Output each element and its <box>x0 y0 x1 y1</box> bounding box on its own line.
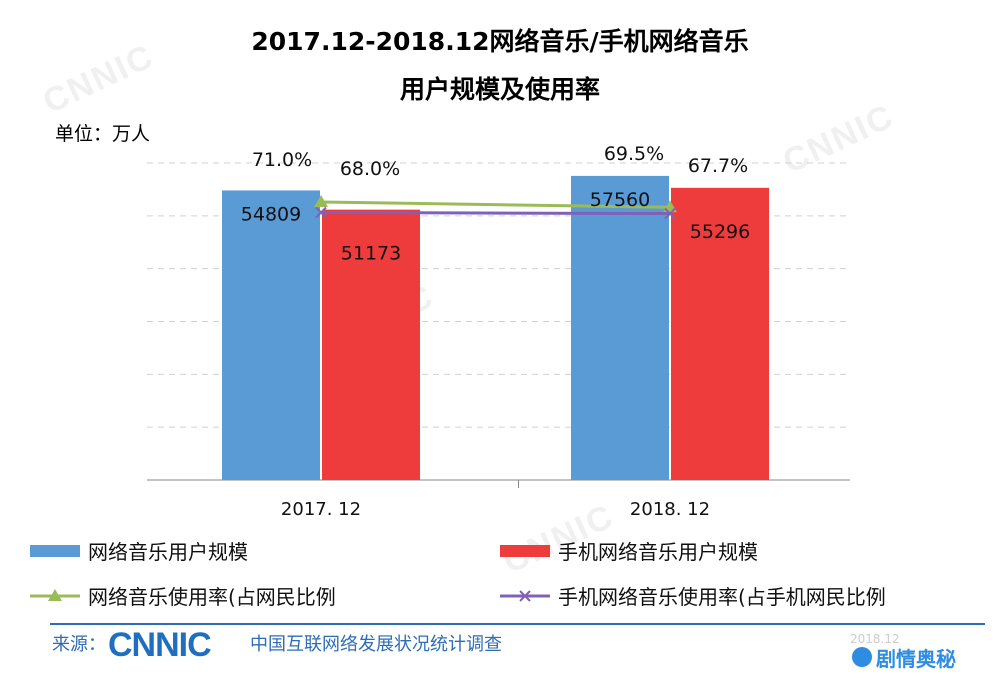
legend-label: 网络音乐用户规模 <box>88 540 248 564</box>
rate-line <box>320 200 671 209</box>
rate-label: 67.7% <box>688 155 748 177</box>
legend-swatch <box>500 545 550 557</box>
unit-label: 单位：万人 <box>55 123 150 145</box>
x-tick-label: 2018. 12 <box>630 499 710 520</box>
bar-value-label: 57560 <box>590 189 650 211</box>
badge-text: 剧情奥秘 <box>876 647 956 671</box>
legend-marker <box>519 590 531 602</box>
footer-date: 2018.12 <box>850 632 900 646</box>
bar <box>671 187 769 481</box>
legend-marker <box>48 589 62 601</box>
source-label: 来源： <box>52 634 106 655</box>
rate-point <box>664 207 676 220</box>
rate-line <box>320 211 671 216</box>
rate-label: 68.0% <box>340 158 400 180</box>
bar-value-label: 54809 <box>241 203 301 225</box>
legend-label: 网络音乐使用率(占网民比例 <box>88 585 336 609</box>
rate-point <box>314 195 328 207</box>
chart-title-line2: 用户规模及使用率 <box>400 75 600 104</box>
bar <box>571 175 669 480</box>
rate-label: 69.5% <box>604 143 664 165</box>
rate-label: 71.0% <box>252 149 312 171</box>
org-name: 中国互联网络发展状况统计调查 <box>250 634 502 655</box>
bar <box>322 209 420 480</box>
rate-point <box>315 206 327 219</box>
legend-swatch <box>30 545 80 557</box>
bar-value-label: 55296 <box>690 221 750 243</box>
badge-icon <box>852 647 872 667</box>
legend-label: 手机网络音乐使用率(占手机网民比例 <box>558 585 886 609</box>
cnnic-logo: CNNIC <box>108 626 211 664</box>
x-tick-label: 2017. 12 <box>281 499 361 520</box>
legend-label: 手机网络音乐用户规模 <box>558 540 758 564</box>
chart-title-line1: 2017.12-2018.12网络音乐/手机网络音乐 <box>251 27 748 56</box>
bar-value-label: 51173 <box>341 243 401 265</box>
bar <box>222 190 320 480</box>
